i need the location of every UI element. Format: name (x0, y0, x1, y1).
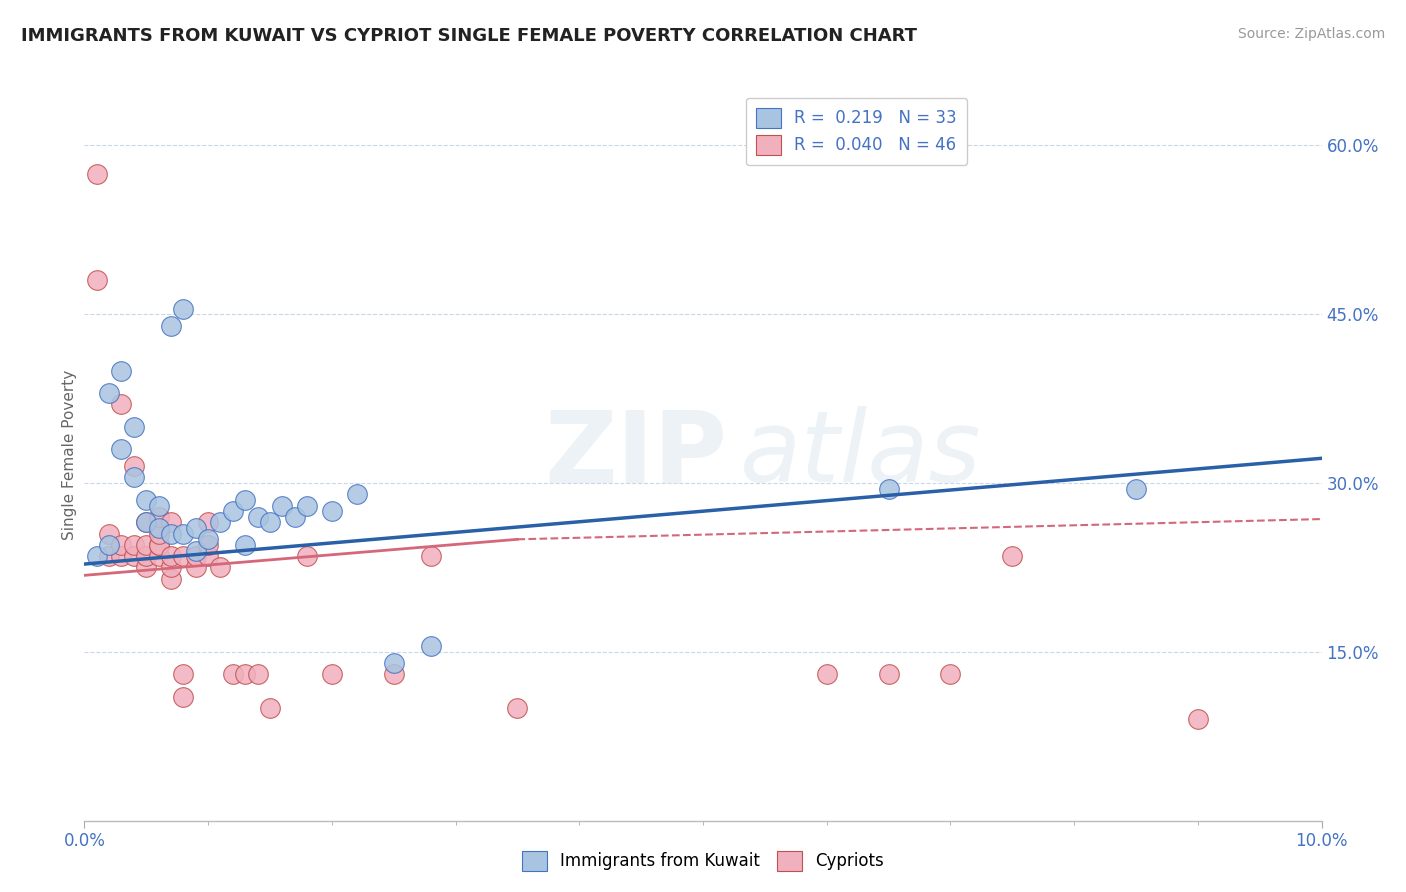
Point (148, 538, 170, 552)
Point (321, 504, 343, 518)
Point (160, 572, 183, 586)
Point (148, 538, 170, 552)
Point (222, 504, 245, 518)
Legend: Immigrants from Kuwait, Cypriots: Immigrants from Kuwait, Cypriots (513, 842, 893, 880)
Point (246, 509, 269, 524)
Point (172, 667, 194, 681)
Point (110, 363, 132, 377)
Point (160, 318, 183, 333)
Point (419, 639, 441, 653)
Point (148, 549, 170, 564)
Point (172, 526, 194, 541)
Point (98, 538, 121, 552)
Point (135, 492, 157, 507)
Point (197, 516, 219, 530)
Text: atlas: atlas (740, 407, 981, 503)
Point (122, 549, 145, 564)
Point (259, 701, 281, 715)
Point (135, 516, 157, 530)
Point (98, 549, 121, 564)
Point (184, 521, 207, 535)
Point (382, 667, 405, 681)
Point (98, 526, 121, 541)
Point (815, 667, 838, 681)
Point (184, 543, 207, 558)
Point (197, 549, 219, 564)
Point (1001, 549, 1024, 564)
Point (122, 419, 145, 434)
Point (86, 167, 108, 181)
Point (160, 526, 183, 541)
Point (98, 386, 121, 401)
Text: ZIP: ZIP (546, 407, 728, 503)
Point (160, 560, 183, 574)
Point (321, 667, 343, 681)
Point (184, 560, 207, 574)
Point (939, 667, 962, 681)
Point (110, 397, 132, 411)
Point (148, 526, 170, 541)
Point (86, 273, 108, 287)
Point (172, 549, 194, 564)
Point (259, 516, 281, 530)
Point (197, 538, 219, 552)
Point (184, 549, 207, 564)
Point (1125, 482, 1147, 496)
Point (271, 499, 294, 513)
Point (222, 667, 245, 681)
Point (110, 538, 132, 552)
Point (295, 549, 318, 564)
Text: IMMIGRANTS FROM KUWAIT VS CYPRIOT SINGLE FEMALE POVERTY CORRELATION CHART: IMMIGRANTS FROM KUWAIT VS CYPRIOT SINGLE… (21, 27, 917, 45)
Point (122, 538, 145, 552)
Text: Source: ZipAtlas.com: Source: ZipAtlas.com (1237, 27, 1385, 41)
Point (135, 516, 157, 530)
Point (148, 521, 170, 535)
Point (148, 509, 170, 524)
Point (110, 549, 132, 564)
Point (135, 560, 157, 574)
Point (172, 690, 194, 704)
Point (877, 667, 900, 681)
Point (295, 499, 318, 513)
Point (122, 470, 145, 484)
Point (209, 560, 232, 574)
Point (110, 442, 132, 457)
Point (135, 549, 157, 564)
Legend: R =  0.219   N = 33, R =  0.040   N = 46: R = 0.219 N = 33, R = 0.040 N = 46 (747, 97, 967, 165)
Point (382, 656, 405, 670)
Point (1187, 712, 1209, 726)
Point (506, 701, 529, 715)
Point (122, 459, 145, 474)
Point (233, 667, 256, 681)
Point (284, 509, 307, 524)
Point (877, 482, 900, 496)
Point (233, 538, 256, 552)
Point (419, 549, 441, 564)
Point (160, 516, 183, 530)
Point (160, 549, 183, 564)
Point (148, 499, 170, 513)
Point (246, 667, 269, 681)
Y-axis label: Single Female Poverty: Single Female Poverty (62, 370, 77, 540)
Point (346, 487, 368, 501)
Point (135, 538, 157, 552)
Point (86, 549, 108, 564)
Point (172, 301, 194, 316)
Point (197, 533, 219, 547)
Point (209, 516, 232, 530)
Point (233, 492, 256, 507)
